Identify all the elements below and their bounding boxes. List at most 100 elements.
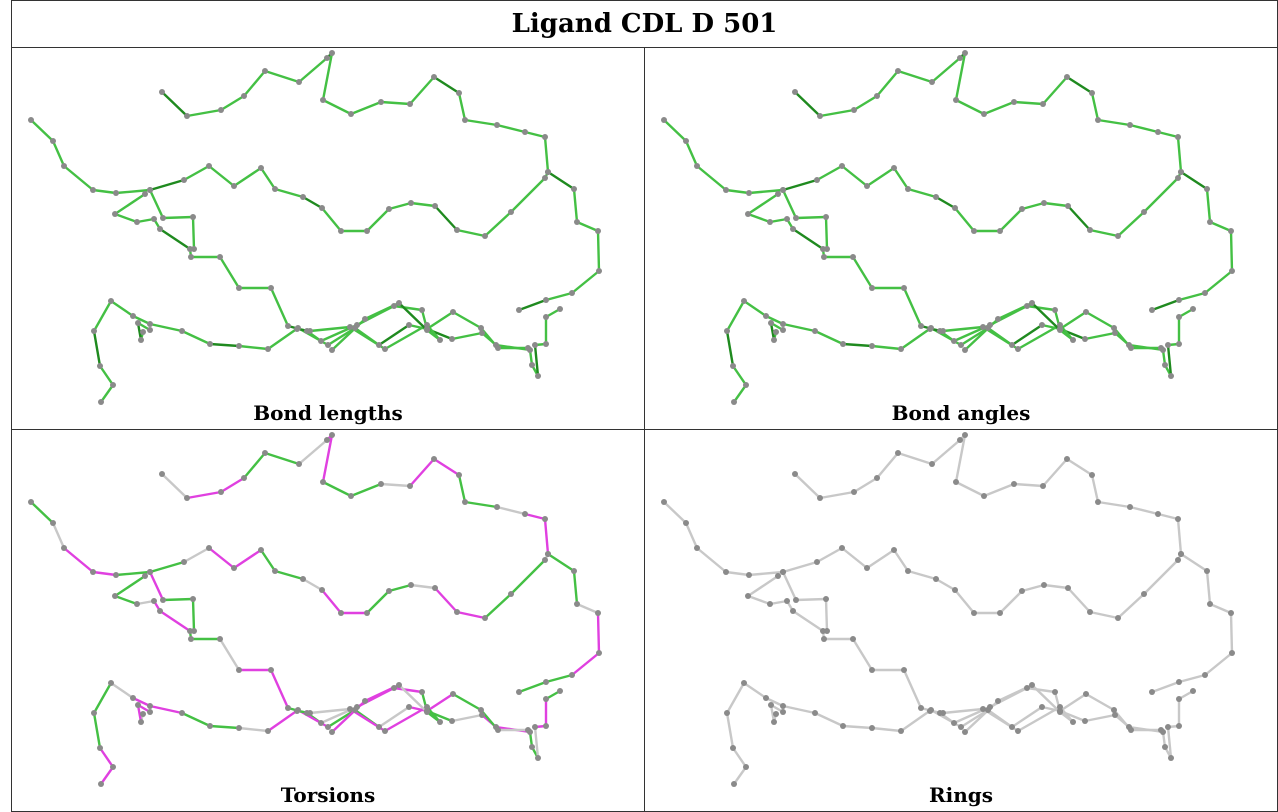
bond: [433, 586, 459, 614]
atom: [157, 226, 163, 232]
atom: [731, 399, 737, 405]
bond: [1088, 610, 1120, 620]
bond: [840, 546, 869, 570]
bond: [781, 560, 819, 574]
bond: [840, 164, 869, 188]
bond: [321, 51, 334, 102]
atom: [1089, 90, 1095, 96]
atom: [1040, 101, 1046, 107]
bond: [934, 577, 957, 592]
atom: [951, 720, 957, 726]
atom: [1127, 504, 1133, 510]
atom: [1176, 679, 1182, 685]
atom: [780, 569, 786, 575]
atom: [522, 129, 528, 135]
atom: [456, 472, 462, 478]
atom: [1070, 719, 1076, 725]
atom: [985, 325, 991, 331]
atom: [784, 216, 790, 222]
bond: [781, 322, 817, 333]
atom: [268, 285, 274, 291]
bond: [725, 711, 735, 750]
atom: [454, 609, 460, 615]
atom: [134, 219, 140, 225]
atom: [784, 598, 790, 604]
atom: [574, 601, 580, 607]
atom: [151, 216, 157, 222]
bond: [266, 326, 300, 351]
bond: [509, 176, 547, 214]
bond: [409, 583, 437, 590]
atom: [236, 725, 242, 731]
bond: [451, 310, 483, 330]
bond: [851, 255, 874, 290]
atom: [595, 228, 601, 234]
bond: [941, 325, 985, 333]
bond: [392, 686, 424, 694]
bond: [237, 726, 270, 733]
bond: [815, 546, 844, 564]
atom: [980, 706, 986, 712]
atom: [190, 214, 196, 220]
bond: [409, 201, 437, 208]
atom: [265, 346, 271, 352]
bond: [596, 611, 601, 655]
bond: [109, 299, 135, 318]
bond: [1041, 75, 1069, 106]
atom: [91, 710, 97, 716]
bond: [92, 681, 113, 715]
bond: [1142, 558, 1180, 596]
atom: [318, 338, 324, 344]
atom: [206, 163, 212, 169]
atom: [188, 254, 194, 260]
bond: [308, 707, 352, 715]
atom: [743, 764, 749, 770]
atom: [971, 228, 977, 234]
atom: [407, 101, 413, 107]
bond: [684, 521, 699, 550]
bond: [387, 583, 413, 593]
atom: [850, 254, 856, 260]
bond: [695, 164, 728, 192]
bond: [148, 570, 165, 602]
atom: [135, 320, 141, 326]
atom: [1019, 588, 1025, 594]
bond: [483, 210, 513, 238]
atom: [840, 341, 846, 347]
bond: [1083, 331, 1117, 341]
atom: [864, 565, 870, 571]
atom: [839, 545, 845, 551]
bond: [892, 548, 910, 573]
bond: [349, 482, 383, 498]
atom: [574, 219, 580, 225]
bond: [1205, 187, 1212, 224]
bond: [1203, 269, 1234, 295]
bond: [764, 696, 785, 708]
bond: [731, 746, 748, 769]
atom: [792, 471, 798, 477]
atom: [898, 346, 904, 352]
atom: [824, 628, 830, 634]
atom: [179, 710, 185, 716]
atom: [364, 228, 370, 234]
bond: [321, 98, 353, 116]
molecule-view-rings: [661, 432, 1235, 787]
atom: [190, 596, 196, 602]
ligand-title: Ligand CDL D 501: [511, 9, 778, 39]
bond: [543, 517, 550, 556]
atom: [407, 483, 413, 489]
bond: [1128, 505, 1160, 516]
atom: [1176, 341, 1182, 347]
atom: [767, 601, 773, 607]
atom: [851, 489, 857, 495]
bond: [1010, 705, 1044, 729]
atom: [933, 576, 939, 582]
bond: [793, 472, 822, 500]
bond: [365, 207, 391, 233]
bond: [113, 574, 147, 598]
atom: [792, 89, 798, 95]
atom: [542, 516, 548, 522]
atom: [362, 698, 368, 704]
bond: [517, 298, 548, 312]
atom: [294, 708, 300, 714]
